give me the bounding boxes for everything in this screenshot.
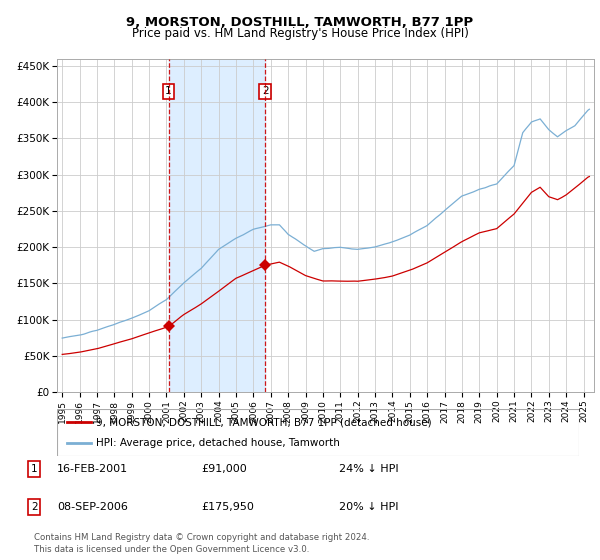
Text: £175,950: £175,950 [201, 502, 254, 512]
Text: HPI: Average price, detached house, Tamworth: HPI: Average price, detached house, Tamw… [96, 438, 340, 448]
Text: 1: 1 [31, 464, 38, 474]
Text: 08-SEP-2006: 08-SEP-2006 [57, 502, 128, 512]
Text: 2: 2 [262, 86, 269, 96]
Text: 16-FEB-2001: 16-FEB-2001 [57, 464, 128, 474]
Text: 24% ↓ HPI: 24% ↓ HPI [339, 464, 398, 474]
Bar [169, 59, 265, 392]
Text: 9, MORSTON, DOSTHILL, TAMWORTH, B77 1PP: 9, MORSTON, DOSTHILL, TAMWORTH, B77 1PP [127, 16, 473, 29]
Text: 1: 1 [165, 86, 172, 96]
Text: 9, MORSTON, DOSTHILL, TAMWORTH, B77 1PP (detached house): 9, MORSTON, DOSTHILL, TAMWORTH, B77 1PP … [96, 417, 432, 427]
Text: 20% ↓ HPI: 20% ↓ HPI [339, 502, 398, 512]
Text: Price paid vs. HM Land Registry's House Price Index (HPI): Price paid vs. HM Land Registry's House … [131, 27, 469, 40]
Text: 2: 2 [31, 502, 38, 512]
Text: £91,000: £91,000 [201, 464, 247, 474]
Text: Contains HM Land Registry data © Crown copyright and database right 2024.
This d: Contains HM Land Registry data © Crown c… [34, 533, 370, 554]
